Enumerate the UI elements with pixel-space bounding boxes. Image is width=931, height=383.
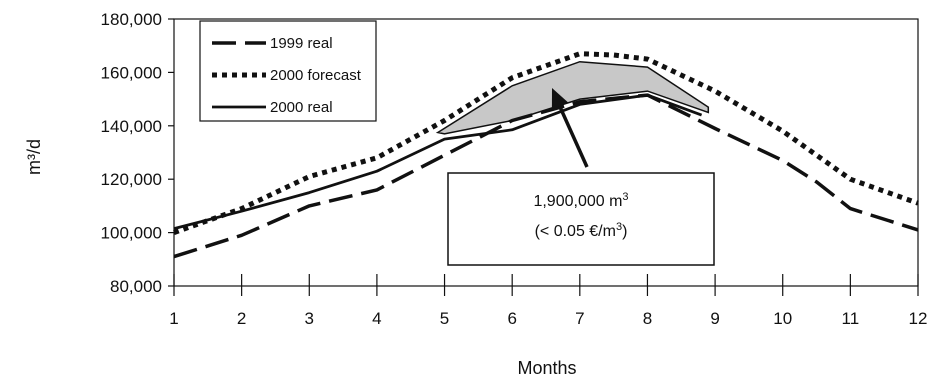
y-tick-label: 180,000 (101, 10, 162, 29)
plot-area (173, 18, 919, 287)
legend-label: 2000 forecast (270, 67, 362, 84)
x-tick-label: 2 (237, 309, 246, 328)
x-tick-label: 4 (372, 309, 381, 328)
x-axis-title: Months (517, 358, 576, 378)
annotation-cost: (< 0.05 €/m3) (535, 221, 628, 240)
y-axis: 80,000 100,000 120,000 140,000 160,000 180,00… (101, 10, 174, 296)
x-tick-label: 10 (773, 309, 792, 328)
annotation-group: 1,900,000 m3 (< 0.05 €/m3) (447, 88, 715, 266)
y-tick-label: 160,000 (101, 63, 162, 82)
annotation-box (447, 172, 715, 266)
x-tick-label: 1 (169, 309, 178, 328)
legend-label: 1999 real (270, 35, 333, 52)
y-axis-title: m³/d (24, 139, 44, 175)
legend: 1999 real 2000 forecast 2000 real (199, 20, 377, 122)
legend-box (199, 20, 377, 122)
legend-label: 2000 real (270, 99, 333, 116)
annotation-arrowhead (551, 88, 569, 110)
annotation-arrow (554, 97, 589, 168)
shaded-region-layer (435, 60, 710, 135)
series-line-1999-real (173, 93, 919, 259)
x-tick-label: 8 (643, 309, 652, 328)
shaded-savings-region (435, 60, 710, 135)
x-tick-label: 6 (507, 309, 516, 328)
plot-border (173, 18, 919, 287)
x-axis: 1 2 3 4 5 6 7 8 9 10 11 12 (169, 274, 927, 328)
series-line-2000-real (173, 93, 703, 230)
y-tick-label: 140,000 (101, 117, 162, 136)
x-tick-label: 5 (440, 309, 449, 328)
y-tick-label: 100,000 (101, 224, 162, 243)
x-tick-label: 3 (305, 309, 314, 328)
y-tick-label: 120,000 (101, 170, 162, 189)
x-tick-label: 11 (842, 309, 860, 328)
series-layer (173, 51, 919, 259)
y-tick-label: 80,000 (110, 277, 162, 296)
annotation-volume: 1,900,000 m3 (533, 191, 628, 210)
x-tick-label: 12 (909, 309, 928, 328)
x-tick-label: 7 (575, 309, 584, 328)
x-tick-label: 9 (710, 309, 719, 328)
